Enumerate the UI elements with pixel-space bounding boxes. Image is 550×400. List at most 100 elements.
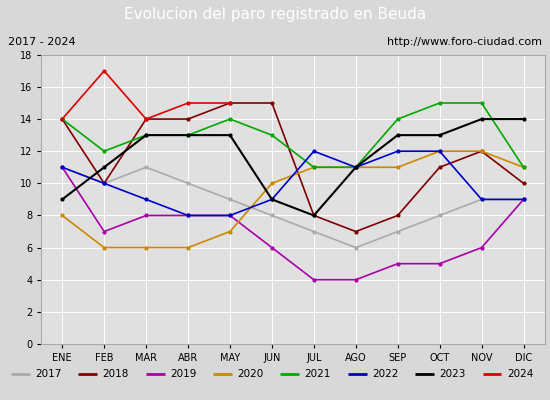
2022 <box>311 149 317 154</box>
Line: 2024: 2024 <box>61 70 232 120</box>
2018 <box>311 213 317 218</box>
Text: 2019: 2019 <box>170 369 196 379</box>
2018 <box>143 117 150 122</box>
2018 <box>478 149 485 154</box>
2019 <box>478 245 485 250</box>
2022 <box>353 165 359 170</box>
2023 <box>143 133 150 138</box>
2022 <box>227 213 233 218</box>
2021 <box>227 117 233 122</box>
2017 <box>143 165 150 170</box>
Text: 2024: 2024 <box>507 369 533 379</box>
2017 <box>520 197 527 202</box>
2023 <box>185 133 191 138</box>
2017 <box>268 213 275 218</box>
2020 <box>353 165 359 170</box>
Line: 2019: 2019 <box>61 166 525 281</box>
Text: http://www.foro-ciudad.com: http://www.foro-ciudad.com <box>387 37 542 47</box>
2021 <box>311 165 317 170</box>
2024 <box>59 117 65 122</box>
2019 <box>268 245 275 250</box>
2019 <box>394 261 401 266</box>
2024 <box>227 100 233 105</box>
2023 <box>478 117 485 122</box>
2022 <box>520 197 527 202</box>
2022 <box>143 197 150 202</box>
2021 <box>353 165 359 170</box>
2021 <box>520 165 527 170</box>
Text: Evolucion del paro registrado en Beuda: Evolucion del paro registrado en Beuda <box>124 7 426 22</box>
2018 <box>185 117 191 122</box>
2022 <box>478 197 485 202</box>
2020 <box>101 245 107 250</box>
2022 <box>101 181 107 186</box>
2017 <box>101 181 107 186</box>
2020 <box>59 213 65 218</box>
Text: 2017 - 2024: 2017 - 2024 <box>8 37 76 47</box>
2019 <box>185 213 191 218</box>
2019 <box>59 165 65 170</box>
2021 <box>59 117 65 122</box>
2018 <box>436 165 443 170</box>
2022 <box>268 197 275 202</box>
2021 <box>394 117 401 122</box>
2024 <box>143 117 150 122</box>
2018 <box>268 100 275 105</box>
2021 <box>185 133 191 138</box>
2019 <box>353 277 359 282</box>
2020 <box>311 165 317 170</box>
2018 <box>227 100 233 105</box>
2019 <box>520 197 527 202</box>
Line: 2017: 2017 <box>61 166 525 249</box>
Text: 2023: 2023 <box>439 369 466 379</box>
2020 <box>436 149 443 154</box>
2022 <box>59 165 65 170</box>
2022 <box>394 149 401 154</box>
Text: 2017: 2017 <box>35 369 62 379</box>
2023 <box>311 213 317 218</box>
2018 <box>101 181 107 186</box>
2020 <box>143 245 150 250</box>
2023 <box>353 165 359 170</box>
2021 <box>101 149 107 154</box>
Text: 2022: 2022 <box>372 369 398 379</box>
2017 <box>436 213 443 218</box>
2017 <box>227 197 233 202</box>
Line: 2023: 2023 <box>61 118 525 217</box>
2021 <box>478 100 485 105</box>
2017 <box>59 165 65 170</box>
2021 <box>268 133 275 138</box>
Line: 2022: 2022 <box>61 150 525 217</box>
2019 <box>311 277 317 282</box>
Line: 2021: 2021 <box>61 102 525 169</box>
2023 <box>436 133 443 138</box>
2021 <box>436 100 443 105</box>
2019 <box>227 213 233 218</box>
Text: 2020: 2020 <box>237 369 263 379</box>
2017 <box>353 245 359 250</box>
2024 <box>185 100 191 105</box>
2020 <box>268 181 275 186</box>
2017 <box>394 229 401 234</box>
2023 <box>268 197 275 202</box>
2018 <box>59 117 65 122</box>
2019 <box>436 261 443 266</box>
2018 <box>353 229 359 234</box>
2020 <box>227 229 233 234</box>
2017 <box>185 181 191 186</box>
2019 <box>101 229 107 234</box>
2023 <box>101 165 107 170</box>
2020 <box>394 165 401 170</box>
2017 <box>478 197 485 202</box>
2023 <box>227 133 233 138</box>
2018 <box>520 181 527 186</box>
2024 <box>101 68 107 73</box>
2020 <box>185 245 191 250</box>
2021 <box>143 133 150 138</box>
2019 <box>143 213 150 218</box>
2022 <box>185 213 191 218</box>
Line: 2020: 2020 <box>61 150 525 249</box>
2023 <box>394 133 401 138</box>
Line: 2018: 2018 <box>61 102 525 233</box>
2023 <box>59 197 65 202</box>
